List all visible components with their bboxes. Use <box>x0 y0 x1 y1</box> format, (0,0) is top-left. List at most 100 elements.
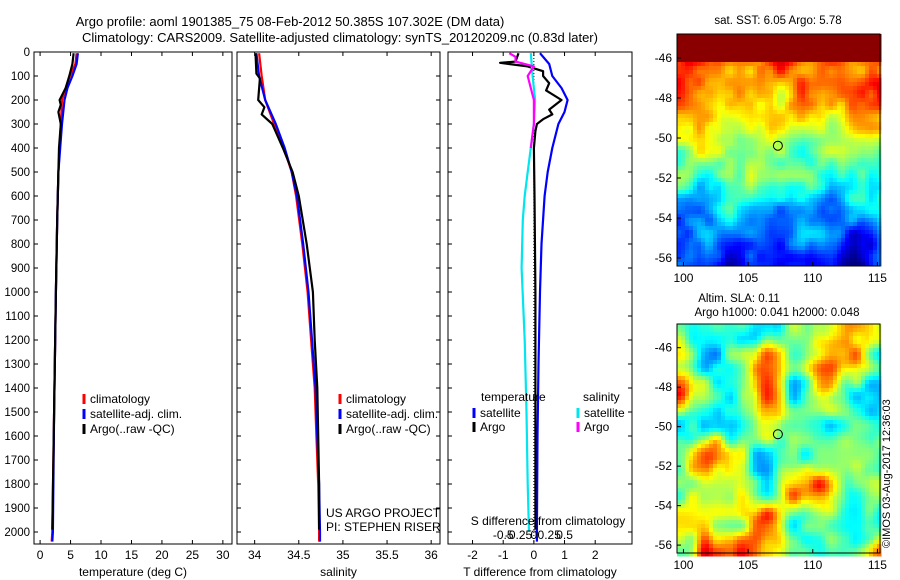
map-cell <box>765 78 770 83</box>
map-cell <box>697 368 702 373</box>
map-cell <box>769 166 774 171</box>
map-cell <box>801 344 806 349</box>
map-cell <box>761 372 766 377</box>
map-cell <box>853 254 858 259</box>
map-cell <box>745 162 750 167</box>
map-cell <box>849 170 854 175</box>
map-cell <box>717 198 722 203</box>
map-cell <box>825 114 830 119</box>
map-cell <box>705 344 710 349</box>
map-cell <box>773 118 778 123</box>
map-cell <box>845 146 850 151</box>
map-cell <box>741 182 746 187</box>
map-cell <box>773 106 778 111</box>
map-cell <box>873 94 878 99</box>
map-cell <box>785 428 790 433</box>
map-cell <box>873 328 878 333</box>
map-cell <box>765 460 770 465</box>
map-cell <box>845 70 850 75</box>
map-cell <box>873 452 878 457</box>
map-cell <box>785 38 790 43</box>
map-cell <box>797 238 802 243</box>
map-cell <box>825 174 830 179</box>
map-cell <box>737 174 742 179</box>
y-tick-label: 400 <box>11 143 30 155</box>
map-cell <box>733 98 738 103</box>
map-cell <box>737 186 742 191</box>
map-cell <box>677 456 682 461</box>
map-cell <box>777 262 782 267</box>
map-cell <box>733 146 738 151</box>
map-cell <box>741 336 746 341</box>
map-cell <box>793 420 798 425</box>
map-cell <box>821 214 826 219</box>
map-cell <box>777 364 782 369</box>
map-cell <box>709 174 714 179</box>
y-tick-label: 0 <box>24 47 30 59</box>
map-cell <box>833 82 838 87</box>
x-tick-label: 34 <box>248 548 262 562</box>
map-cell <box>877 368 882 373</box>
map-cell <box>713 146 718 151</box>
map-cell <box>681 392 686 397</box>
map-cell <box>801 42 806 47</box>
map-cell <box>829 368 834 373</box>
map-cell <box>773 138 778 143</box>
map-cell <box>741 202 746 207</box>
map-cell <box>813 42 818 47</box>
map-cell <box>765 412 770 417</box>
map-cell <box>709 158 714 163</box>
map-cell <box>701 384 706 389</box>
map-cell <box>697 324 702 329</box>
map-cell <box>761 126 766 131</box>
map-cell <box>677 130 682 135</box>
map-cell <box>733 452 738 457</box>
map-cell <box>873 166 878 171</box>
map-cell <box>757 66 762 71</box>
map-cell <box>805 190 810 195</box>
map-cell <box>793 364 798 369</box>
map-cell <box>853 436 858 441</box>
map-cell <box>809 106 814 111</box>
map-cell <box>781 460 786 465</box>
map-cell <box>869 94 874 99</box>
map-cell <box>805 340 810 345</box>
map-cell <box>765 226 770 231</box>
map-cell <box>845 456 850 461</box>
map-cell <box>825 230 830 235</box>
map-cell <box>701 448 706 453</box>
map-cell <box>701 452 706 457</box>
map-cell <box>829 118 834 123</box>
map-cell <box>789 368 794 373</box>
map-cell <box>841 226 846 231</box>
map-cell <box>821 74 826 79</box>
map-cell <box>817 226 822 231</box>
map-cell <box>745 448 750 453</box>
map-cell <box>725 66 730 71</box>
map-cell <box>685 392 690 397</box>
map-cell <box>717 258 722 263</box>
map-cell <box>789 198 794 203</box>
map-cell <box>713 408 718 413</box>
map-cell <box>709 218 714 223</box>
map-cell <box>717 246 722 251</box>
map-cell <box>785 332 790 337</box>
map-cell <box>681 138 686 143</box>
map-cell <box>821 102 826 107</box>
map-cell <box>681 206 686 211</box>
map-cell <box>873 46 878 51</box>
map-cell <box>785 90 790 95</box>
map-cell <box>793 412 798 417</box>
map-cell <box>693 78 698 83</box>
map-cell <box>681 162 686 167</box>
map-cell <box>841 42 846 47</box>
map-cell <box>765 254 770 259</box>
map-cell <box>837 332 842 337</box>
map-cell <box>829 94 834 99</box>
map-cell <box>853 190 858 195</box>
map-cell <box>861 420 866 425</box>
map-cell <box>745 368 750 373</box>
map-cell <box>789 400 794 405</box>
map-cell <box>697 412 702 417</box>
map-cell <box>801 86 806 91</box>
